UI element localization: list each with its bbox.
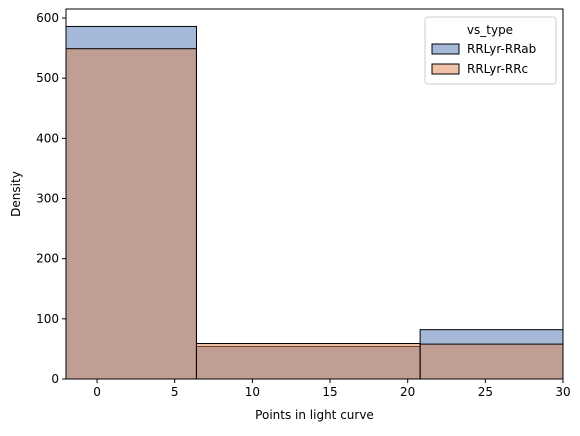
legend-entries: RRLyr-RRab RRLyr-RRc xyxy=(431,42,536,76)
legend-label-rrc: RRLyr-RRc xyxy=(467,62,528,76)
x-tick-label: 25 xyxy=(478,385,493,399)
y-tick-label: 600 xyxy=(36,11,59,25)
y-tick-label: 400 xyxy=(36,131,59,145)
y-tick-label: 100 xyxy=(36,312,59,326)
x-tick-label: 0 xyxy=(93,385,101,399)
x-tick-label: 10 xyxy=(245,385,260,399)
legend-swatch-rrab xyxy=(431,43,460,55)
x-tick-label: 30 xyxy=(555,385,570,399)
legend: vs_type RRLyr-RRab RRLyr-RRc xyxy=(424,16,557,85)
bar-rrc-bin-3 xyxy=(419,343,564,380)
y-tick-label: 300 xyxy=(36,192,59,206)
legend-swatch-rrc xyxy=(431,63,460,75)
bar-rrc-bin-2 xyxy=(195,343,421,380)
x-axis-label: Points in light curve xyxy=(255,408,374,422)
x-tick-label: 5 xyxy=(171,385,179,399)
legend-title: vs_type xyxy=(467,23,513,37)
y-tick-label: 0 xyxy=(51,372,59,386)
x-tick-label: 20 xyxy=(400,385,415,399)
y-tick-label: 200 xyxy=(36,252,59,266)
bars-layer xyxy=(65,25,564,380)
x-tick-label: 15 xyxy=(322,385,337,399)
bar-rrc-bin-1 xyxy=(65,48,197,380)
y-tick-label: 500 xyxy=(36,71,59,85)
plot-frame xyxy=(65,8,564,380)
legend-label-rrab: RRLyr-RRab xyxy=(467,42,536,56)
y-axis-label: Density xyxy=(9,171,23,217)
